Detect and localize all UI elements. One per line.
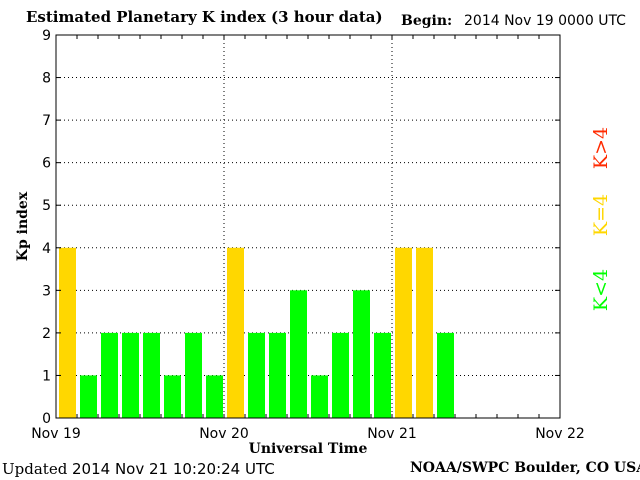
kp-bar <box>353 290 370 418</box>
grid-lines <box>56 35 560 418</box>
y-tick-label: 5 <box>42 198 51 214</box>
x-axis-label: Universal Time <box>249 441 368 457</box>
kp-bar <box>395 247 412 418</box>
y-tick-label: 0 <box>42 411 51 427</box>
legend-item: K>4 <box>590 127 612 169</box>
kp-bar <box>248 332 265 418</box>
credit-text: NOAA/SWPC Boulder, CO USA <box>410 460 640 476</box>
kp-bar <box>374 332 391 418</box>
kp-bar <box>227 247 244 418</box>
kp-bar <box>437 332 454 418</box>
kp-bar <box>143 332 160 418</box>
kp-bar <box>164 375 181 418</box>
y-tick-label: 4 <box>42 241 51 257</box>
kp-bar <box>185 332 202 418</box>
y-tick-label: 7 <box>42 113 51 129</box>
kp-bar <box>122 332 139 418</box>
legend: K<4 K=4 K>4 <box>590 127 612 311</box>
kp-bar <box>332 332 349 418</box>
kp-bar <box>290 290 307 418</box>
y-axis-title: Kp index <box>15 191 31 261</box>
legend-item: K<4 <box>590 269 612 311</box>
y-axis-label: Kp index <box>15 191 31 261</box>
kp-bar <box>416 247 433 418</box>
y-tick-label: 9 <box>42 28 51 44</box>
y-tick-label: 2 <box>42 326 51 342</box>
kp-bar <box>269 332 286 418</box>
legend-item: K=4 <box>590 194 612 236</box>
axis-ticks: 0 1 2 3 4 5 6 7 8 9 Nov 19 Nov 20 Nov 21 Nov 22 <box>31 28 585 442</box>
y-tick-label: 8 <box>42 71 51 87</box>
x-tick-label: Nov 22 <box>535 426 585 442</box>
begin-value: 2014 Nov 19 0000 UTC <box>464 13 626 29</box>
updated-value: 2014 Nov 21 10:20:24 UTC <box>72 460 275 478</box>
begin-label: Begin: <box>401 13 453 29</box>
kp-bar <box>311 375 328 418</box>
updated-label: Updated <box>2 460 68 478</box>
y-tick-label: 1 <box>42 368 51 384</box>
kp-bar <box>80 375 97 418</box>
bars-group <box>59 247 454 418</box>
kp-bar <box>59 247 76 418</box>
chart-title: Estimated Planetary K index (3 hour data… <box>26 8 383 26</box>
y-tick-label: 6 <box>42 156 51 172</box>
kp-bar <box>206 375 223 418</box>
kp-bar <box>101 332 118 418</box>
x-tick-label: Nov 20 <box>199 426 249 442</box>
y-tick-label: 3 <box>42 283 51 299</box>
x-tick-label: Nov 19 <box>31 426 81 442</box>
x-tick-label: Nov 21 <box>367 426 417 442</box>
